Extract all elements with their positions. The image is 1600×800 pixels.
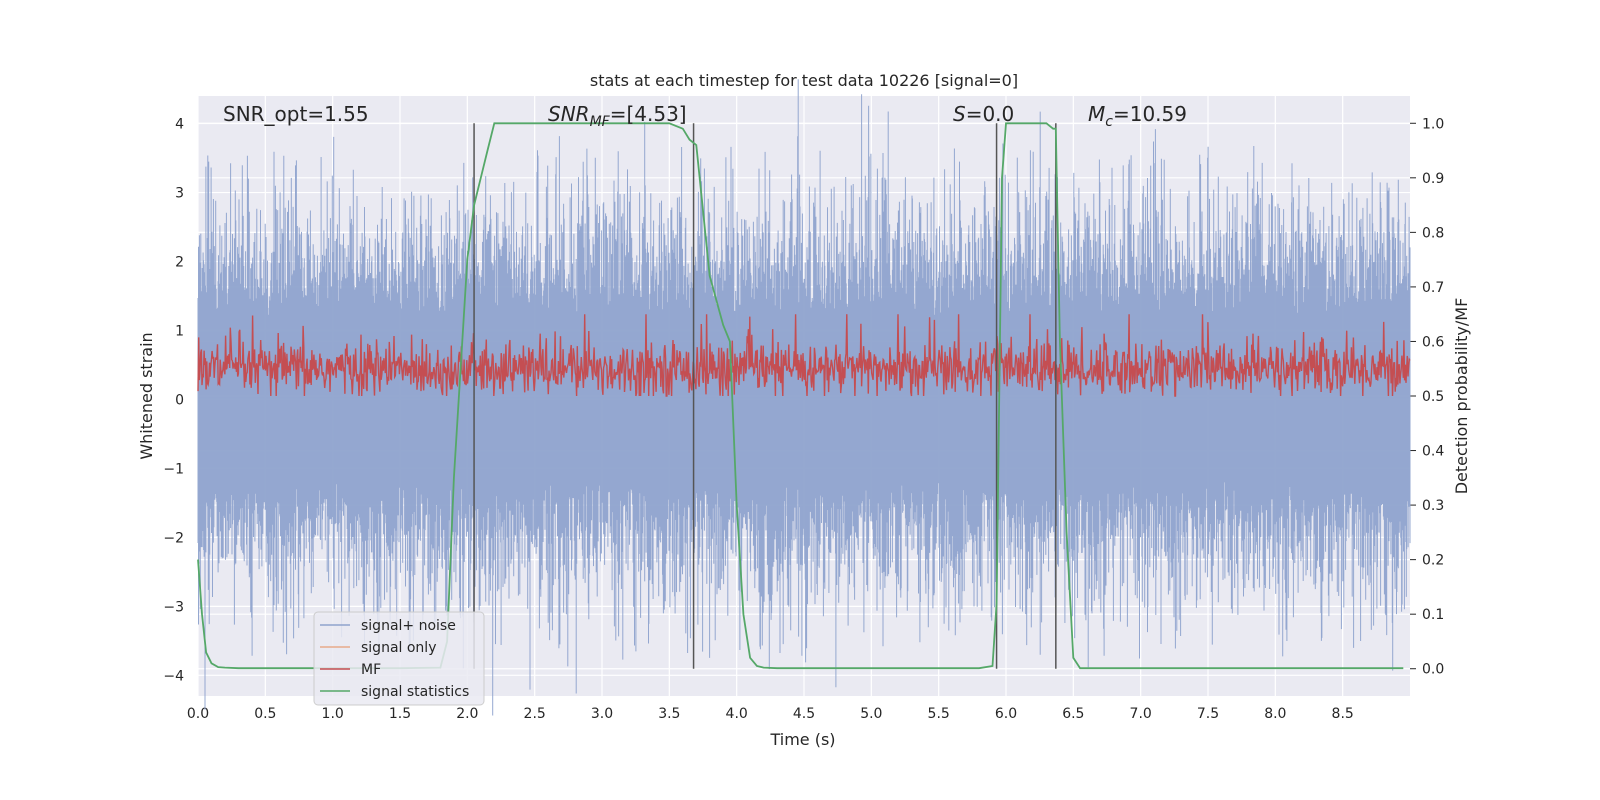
y-right-tick-label: 0.1 [1422, 607, 1444, 623]
y-right-tick-label: 0.7 [1422, 280, 1444, 296]
y-tick-label: −4 [163, 668, 184, 684]
legend-box [313, 611, 485, 706]
x-tick-label: 4.0 [726, 706, 748, 722]
y-tick-label: −1 [163, 461, 184, 477]
x-tick-label: 8.5 [1332, 706, 1354, 722]
axis-ticks: 0.0 0.5 1.0 1.5 2.0 2.5 3.0 3.5 4.0 4.5 5.0 5.5 6.0 6… [163, 116, 1444, 722]
y-tick-label: −3 [163, 599, 184, 615]
y-right-tick-label: 0.4 [1422, 444, 1444, 460]
legend-label-signal-only: signal only [361, 640, 436, 656]
series-signal-noise [197, 79, 1411, 716]
annotation-mc: Mc=10.59 [1088, 102, 1187, 130]
y-tick-label: 3 [175, 186, 184, 202]
chart-title: stats at each timestep for test data 102… [590, 71, 1018, 90]
legend-label-mf: MF [361, 662, 381, 678]
y-tick-label: 1 [175, 323, 184, 339]
x-tick-label: 8.0 [1264, 706, 1286, 722]
x-tick-label: 3.0 [591, 706, 613, 722]
x-tick-label: 1.5 [389, 706, 411, 722]
x-tick-label: 6.0 [995, 706, 1017, 722]
x-tick-label: 3.5 [658, 706, 680, 722]
y-tick-label: 2 [175, 255, 184, 271]
y-right-tick-label: 1.0 [1422, 116, 1444, 132]
y-right-tick-label: 0.0 [1422, 662, 1444, 678]
annotation-snr-mf: SNRMF=[4.53] [548, 102, 687, 130]
y-right-tick-label: 0.3 [1422, 498, 1444, 514]
y-axis-right-label: Detection probability/MF [1452, 298, 1471, 495]
y-right-tick-label: 0.8 [1422, 225, 1444, 241]
x-tick-label: 0.5 [254, 706, 276, 722]
x-axis-label: Time (s) [769, 730, 835, 749]
x-tick-label: 1.0 [322, 706, 344, 722]
x-tick-label: 7.0 [1130, 706, 1152, 722]
y-right-tick-label: 0.9 [1422, 171, 1444, 187]
x-tick-label: 0.0 [187, 706, 209, 722]
noise-trace [197, 79, 1411, 716]
x-tick-label: 6.5 [1062, 706, 1084, 722]
x-tick-label: 5.0 [860, 706, 882, 722]
vertical-lines [473, 123, 1057, 669]
y-tick-label: 4 [175, 117, 184, 133]
annotation-snr-opt: SNR_opt=1.55 [223, 102, 369, 126]
x-tick-label: 5.5 [928, 706, 950, 722]
legend-label-signal-noise: signal+ noise [361, 618, 456, 634]
x-tick-label: 2.0 [456, 706, 478, 722]
legend: signal+ noise signal only MF signal stat… [313, 611, 485, 706]
y-right-tick-label: 0.5 [1422, 389, 1444, 405]
x-tick-label: 7.5 [1197, 706, 1219, 722]
y-tick-label: −2 [163, 530, 184, 546]
y-right-tick-label: 0.2 [1422, 553, 1444, 569]
y-tick-label: 0 [175, 392, 184, 408]
annotation-s: S=0.0 [953, 102, 1014, 126]
x-tick-label: 4.5 [793, 706, 815, 722]
mf-trace [197, 314, 1411, 397]
y-axis-label: Whitened strain [137, 332, 156, 459]
legend-label-signal-statistics: signal statistics [361, 684, 469, 700]
x-tick-label: 2.5 [524, 706, 546, 722]
y-right-tick-label: 0.6 [1422, 334, 1444, 350]
series-mf [197, 314, 1411, 397]
